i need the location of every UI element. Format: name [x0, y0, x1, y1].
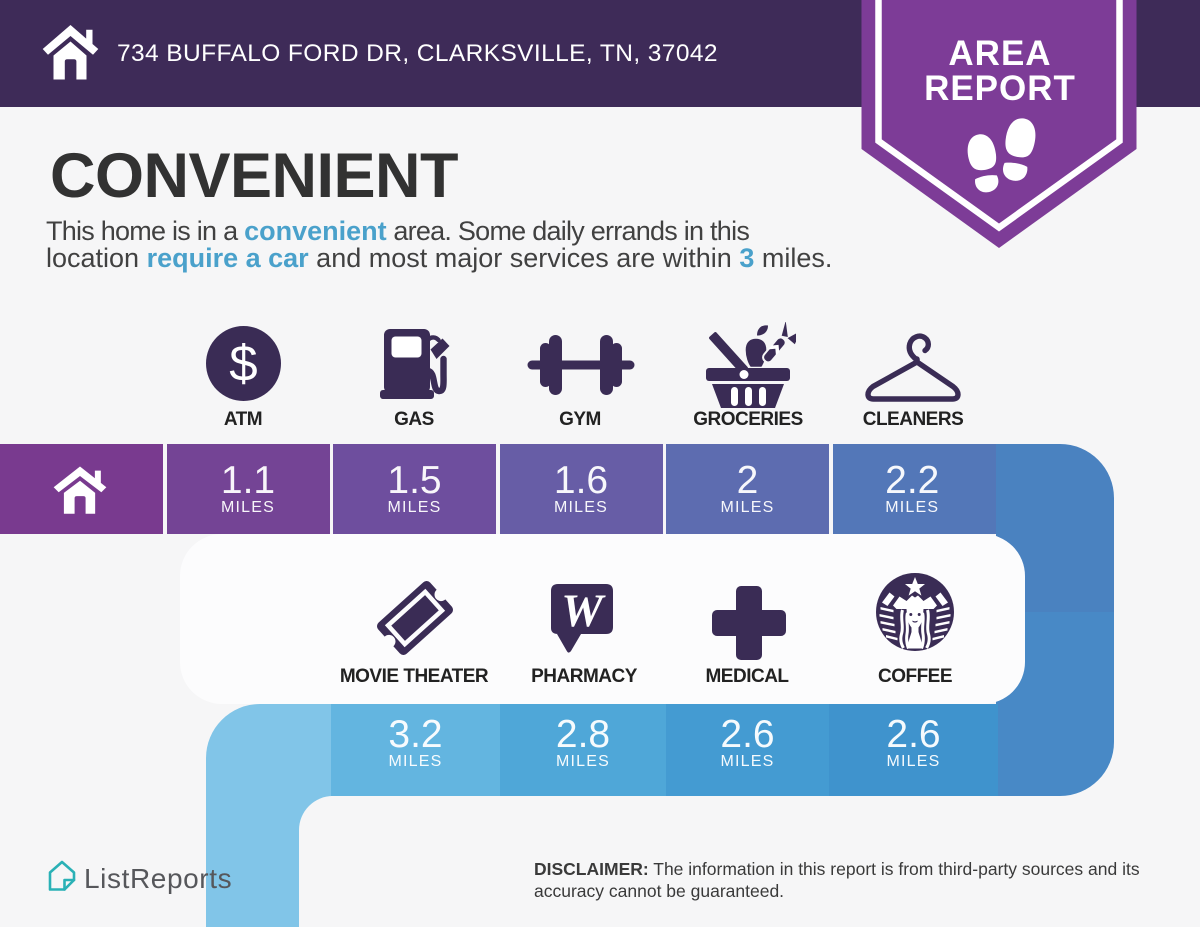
svg-text:$: $	[229, 335, 257, 392]
svg-text:W: W	[561, 585, 606, 637]
